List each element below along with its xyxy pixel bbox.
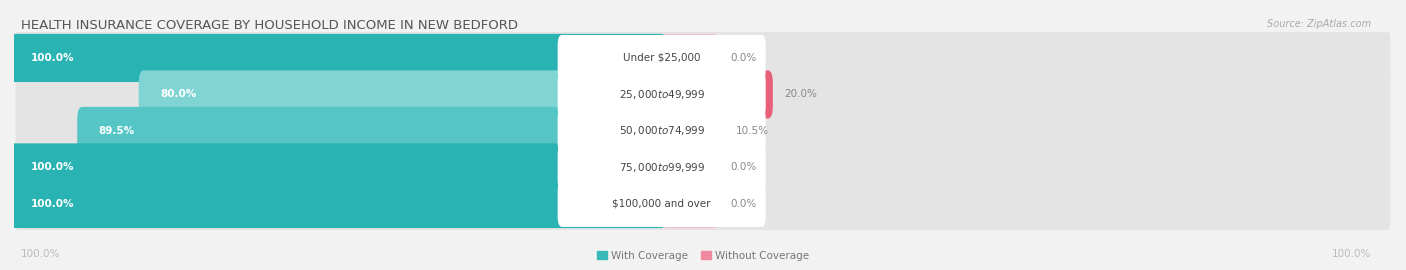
FancyBboxPatch shape xyxy=(558,35,766,81)
FancyBboxPatch shape xyxy=(15,175,1391,233)
Text: 100.0%: 100.0% xyxy=(31,163,75,173)
FancyBboxPatch shape xyxy=(558,144,766,190)
Text: Under $25,000: Under $25,000 xyxy=(623,53,700,63)
FancyBboxPatch shape xyxy=(558,72,766,117)
FancyBboxPatch shape xyxy=(661,143,718,191)
Text: Source: ZipAtlas.com: Source: ZipAtlas.com xyxy=(1267,19,1371,29)
FancyBboxPatch shape xyxy=(15,139,1391,196)
FancyBboxPatch shape xyxy=(558,108,766,154)
Text: $100,000 and over: $100,000 and over xyxy=(613,199,711,209)
FancyBboxPatch shape xyxy=(661,70,773,119)
Legend: With Coverage, Without Coverage: With Coverage, Without Coverage xyxy=(592,247,814,265)
FancyBboxPatch shape xyxy=(661,34,718,82)
FancyBboxPatch shape xyxy=(15,66,1391,123)
FancyBboxPatch shape xyxy=(10,143,666,191)
Text: 10.5%: 10.5% xyxy=(735,126,769,136)
Text: 100.0%: 100.0% xyxy=(1331,249,1371,259)
Text: $50,000 to $74,999: $50,000 to $74,999 xyxy=(619,124,704,137)
Text: HEALTH INSURANCE COVERAGE BY HOUSEHOLD INCOME IN NEW BEDFORD: HEALTH INSURANCE COVERAGE BY HOUSEHOLD I… xyxy=(21,19,517,32)
Text: 20.0%: 20.0% xyxy=(785,89,817,99)
Text: 89.5%: 89.5% xyxy=(98,126,135,136)
Text: 80.0%: 80.0% xyxy=(160,89,197,99)
FancyBboxPatch shape xyxy=(15,29,1391,87)
FancyBboxPatch shape xyxy=(15,102,1391,160)
Text: $25,000 to $49,999: $25,000 to $49,999 xyxy=(619,88,704,101)
Text: 0.0%: 0.0% xyxy=(731,199,756,209)
Text: 100.0%: 100.0% xyxy=(31,53,75,63)
Text: 0.0%: 0.0% xyxy=(731,53,756,63)
FancyBboxPatch shape xyxy=(77,107,666,155)
Text: 100.0%: 100.0% xyxy=(31,199,75,209)
Text: $75,000 to $99,999: $75,000 to $99,999 xyxy=(619,161,704,174)
FancyBboxPatch shape xyxy=(10,180,666,228)
FancyBboxPatch shape xyxy=(558,181,766,227)
FancyBboxPatch shape xyxy=(661,180,718,228)
FancyBboxPatch shape xyxy=(661,107,724,155)
FancyBboxPatch shape xyxy=(10,34,666,82)
Text: 0.0%: 0.0% xyxy=(731,163,756,173)
Text: 100.0%: 100.0% xyxy=(21,249,60,259)
FancyBboxPatch shape xyxy=(139,70,666,119)
